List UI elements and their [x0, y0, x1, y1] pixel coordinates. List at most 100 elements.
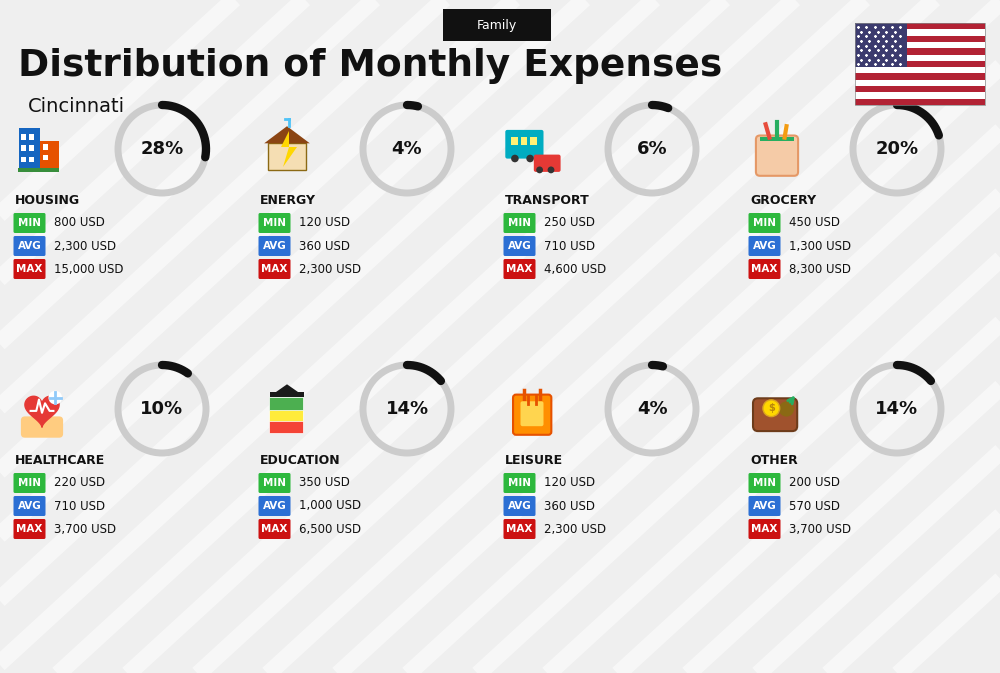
- FancyBboxPatch shape: [855, 86, 985, 92]
- Text: GROCERY: GROCERY: [750, 194, 816, 207]
- Text: 3,700 USD: 3,700 USD: [54, 522, 116, 536]
- FancyBboxPatch shape: [855, 23, 985, 30]
- Text: 1,300 USD: 1,300 USD: [789, 240, 851, 252]
- Text: MAX: MAX: [751, 264, 778, 274]
- Circle shape: [48, 391, 62, 404]
- FancyBboxPatch shape: [21, 134, 26, 139]
- Text: AVG: AVG: [508, 241, 531, 251]
- Text: 570 USD: 570 USD: [789, 499, 840, 513]
- Text: 10%: 10%: [140, 400, 184, 418]
- FancyBboxPatch shape: [258, 519, 290, 539]
- Text: 3,700 USD: 3,700 USD: [789, 522, 851, 536]
- Text: MAX: MAX: [751, 524, 778, 534]
- FancyBboxPatch shape: [18, 168, 59, 172]
- Text: MIN: MIN: [263, 478, 286, 488]
- FancyBboxPatch shape: [19, 128, 40, 170]
- Text: AVG: AVG: [18, 501, 41, 511]
- Text: MAX: MAX: [261, 264, 288, 274]
- FancyBboxPatch shape: [534, 155, 561, 172]
- Text: 8,300 USD: 8,300 USD: [789, 262, 851, 275]
- Polygon shape: [276, 384, 298, 392]
- FancyBboxPatch shape: [855, 99, 985, 105]
- Text: MAX: MAX: [506, 264, 533, 274]
- FancyBboxPatch shape: [505, 130, 544, 159]
- Text: AVG: AVG: [18, 241, 41, 251]
- Text: AVG: AVG: [263, 241, 286, 251]
- Text: AVG: AVG: [753, 241, 776, 251]
- FancyBboxPatch shape: [855, 30, 985, 36]
- FancyBboxPatch shape: [269, 420, 303, 433]
- Text: HOUSING: HOUSING: [15, 194, 80, 207]
- Text: 4%: 4%: [637, 400, 667, 418]
- FancyBboxPatch shape: [29, 145, 34, 151]
- FancyBboxPatch shape: [760, 137, 794, 141]
- Text: 120 USD: 120 USD: [544, 476, 595, 489]
- Text: 6,500 USD: 6,500 USD: [299, 522, 361, 536]
- FancyBboxPatch shape: [855, 61, 985, 67]
- FancyBboxPatch shape: [40, 141, 59, 170]
- FancyBboxPatch shape: [504, 259, 536, 279]
- FancyBboxPatch shape: [504, 473, 536, 493]
- FancyBboxPatch shape: [504, 496, 536, 516]
- Circle shape: [526, 155, 534, 162]
- Text: MIN: MIN: [753, 478, 776, 488]
- Text: 360 USD: 360 USD: [299, 240, 350, 252]
- Circle shape: [511, 155, 519, 162]
- Text: MIN: MIN: [508, 478, 531, 488]
- FancyBboxPatch shape: [521, 401, 544, 426]
- FancyBboxPatch shape: [855, 48, 985, 55]
- Text: 250 USD: 250 USD: [544, 217, 595, 229]
- Text: 710 USD: 710 USD: [544, 240, 595, 252]
- Text: MIN: MIN: [508, 218, 531, 228]
- Text: MIN: MIN: [18, 218, 41, 228]
- Text: MAX: MAX: [261, 524, 288, 534]
- FancyBboxPatch shape: [855, 67, 985, 73]
- Text: MIN: MIN: [753, 218, 776, 228]
- Text: 200 USD: 200 USD: [789, 476, 840, 489]
- Text: $: $: [768, 403, 775, 413]
- Text: HEALTHCARE: HEALTHCARE: [15, 454, 105, 468]
- Text: 350 USD: 350 USD: [299, 476, 350, 489]
- Text: 220 USD: 220 USD: [54, 476, 105, 489]
- FancyBboxPatch shape: [443, 9, 551, 41]
- FancyBboxPatch shape: [14, 213, 46, 233]
- Text: 4%: 4%: [392, 140, 422, 158]
- Text: 450 USD: 450 USD: [789, 217, 840, 229]
- FancyBboxPatch shape: [855, 80, 985, 86]
- FancyBboxPatch shape: [14, 259, 46, 279]
- Text: MAX: MAX: [16, 524, 43, 534]
- Text: AVG: AVG: [753, 501, 776, 511]
- FancyBboxPatch shape: [14, 519, 46, 539]
- Text: 800 USD: 800 USD: [54, 217, 105, 229]
- FancyBboxPatch shape: [504, 236, 536, 256]
- FancyBboxPatch shape: [855, 36, 985, 42]
- FancyBboxPatch shape: [258, 236, 290, 256]
- FancyBboxPatch shape: [14, 236, 46, 256]
- FancyBboxPatch shape: [504, 213, 536, 233]
- FancyBboxPatch shape: [43, 155, 48, 160]
- FancyBboxPatch shape: [521, 137, 527, 145]
- Text: Distribution of Monthly Expenses: Distribution of Monthly Expenses: [18, 48, 722, 84]
- FancyBboxPatch shape: [29, 157, 34, 162]
- Circle shape: [548, 166, 554, 174]
- FancyBboxPatch shape: [269, 397, 303, 410]
- Circle shape: [536, 166, 543, 174]
- Text: AVG: AVG: [508, 501, 531, 511]
- Polygon shape: [281, 131, 297, 167]
- FancyBboxPatch shape: [14, 496, 46, 516]
- FancyBboxPatch shape: [855, 55, 985, 61]
- Text: 14%: 14%: [385, 400, 429, 418]
- FancyBboxPatch shape: [748, 236, 780, 256]
- FancyBboxPatch shape: [530, 137, 537, 145]
- FancyBboxPatch shape: [753, 398, 797, 431]
- Text: Family: Family: [477, 18, 517, 32]
- Text: OTHER: OTHER: [750, 454, 798, 468]
- Text: 28%: 28%: [140, 140, 184, 158]
- Circle shape: [779, 401, 794, 417]
- FancyBboxPatch shape: [270, 392, 304, 397]
- Polygon shape: [25, 396, 59, 427]
- FancyBboxPatch shape: [43, 144, 48, 150]
- FancyBboxPatch shape: [855, 42, 985, 48]
- FancyBboxPatch shape: [748, 473, 780, 493]
- FancyBboxPatch shape: [258, 213, 290, 233]
